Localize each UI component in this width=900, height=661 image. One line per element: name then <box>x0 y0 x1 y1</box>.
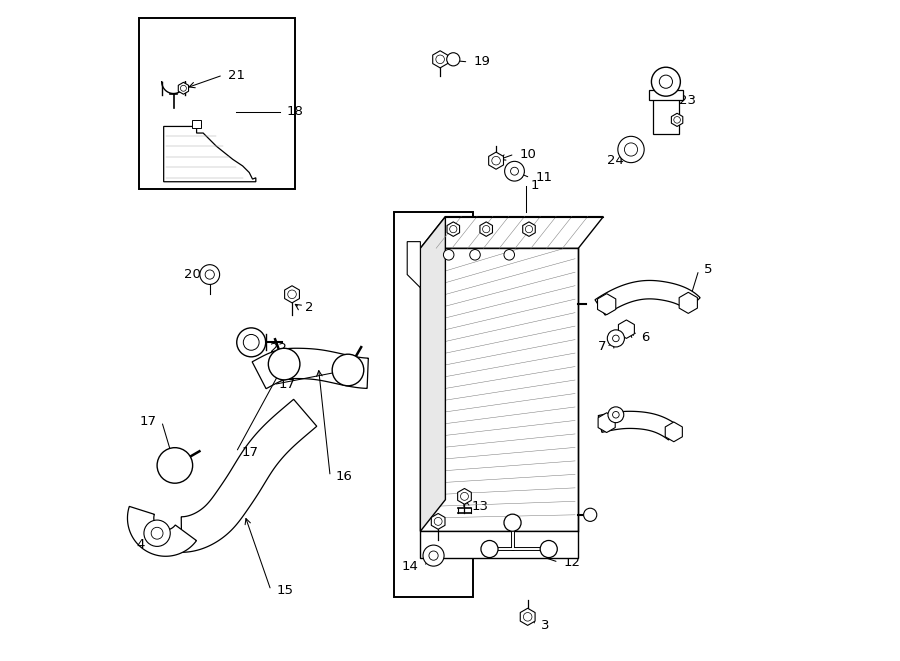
Circle shape <box>436 55 445 63</box>
Text: 21: 21 <box>229 69 245 81</box>
Circle shape <box>243 334 259 350</box>
Circle shape <box>524 613 532 621</box>
Text: 16: 16 <box>336 470 352 483</box>
Polygon shape <box>420 217 603 249</box>
Circle shape <box>613 335 619 342</box>
Polygon shape <box>433 51 447 68</box>
Circle shape <box>181 85 186 91</box>
Circle shape <box>491 157 500 165</box>
Text: 12: 12 <box>564 556 580 568</box>
Circle shape <box>625 143 637 156</box>
Circle shape <box>583 508 597 522</box>
Polygon shape <box>595 280 700 315</box>
Bar <box>192 120 202 128</box>
Polygon shape <box>523 222 536 237</box>
Polygon shape <box>598 412 616 432</box>
Circle shape <box>332 354 364 386</box>
Circle shape <box>652 67 680 96</box>
Text: 13: 13 <box>472 500 489 514</box>
Polygon shape <box>480 222 492 237</box>
Circle shape <box>158 447 193 483</box>
Circle shape <box>268 348 300 380</box>
Circle shape <box>660 75 672 89</box>
Circle shape <box>429 551 438 561</box>
Polygon shape <box>598 411 679 440</box>
Circle shape <box>526 225 533 233</box>
Polygon shape <box>407 242 420 288</box>
Text: 17: 17 <box>241 446 258 459</box>
Text: 17: 17 <box>140 415 157 428</box>
Circle shape <box>482 225 490 233</box>
Text: 9: 9 <box>623 418 632 430</box>
Polygon shape <box>178 83 189 95</box>
Polygon shape <box>520 608 536 625</box>
Polygon shape <box>431 514 445 529</box>
Circle shape <box>461 492 468 500</box>
Text: 1: 1 <box>530 179 539 192</box>
Polygon shape <box>447 222 460 237</box>
Polygon shape <box>252 348 368 389</box>
Text: 19: 19 <box>473 56 491 69</box>
Bar <box>394 212 473 597</box>
Text: 7: 7 <box>598 340 606 354</box>
Polygon shape <box>618 320 634 338</box>
Text: 20: 20 <box>184 268 202 281</box>
Polygon shape <box>457 488 472 504</box>
Polygon shape <box>598 293 616 315</box>
Circle shape <box>505 161 525 181</box>
Bar <box>649 91 683 100</box>
Bar <box>652 98 680 134</box>
Text: 15: 15 <box>276 584 293 597</box>
Circle shape <box>608 407 624 422</box>
Circle shape <box>200 264 220 284</box>
Text: 2: 2 <box>305 301 314 314</box>
Circle shape <box>288 290 296 299</box>
Polygon shape <box>420 217 446 531</box>
Circle shape <box>144 520 170 547</box>
Circle shape <box>450 225 457 233</box>
Circle shape <box>434 518 442 525</box>
Circle shape <box>205 270 214 279</box>
Polygon shape <box>128 506 196 557</box>
Circle shape <box>608 330 625 347</box>
Circle shape <box>151 527 163 539</box>
Polygon shape <box>489 152 503 169</box>
Circle shape <box>237 328 266 357</box>
Circle shape <box>504 514 521 531</box>
Text: 8: 8 <box>662 420 671 432</box>
Text: 5: 5 <box>704 264 713 276</box>
Circle shape <box>674 116 680 123</box>
Circle shape <box>423 545 444 566</box>
Circle shape <box>470 250 481 260</box>
Bar <box>420 249 579 531</box>
Polygon shape <box>671 113 683 126</box>
Text: 3: 3 <box>541 619 549 632</box>
Circle shape <box>613 411 619 418</box>
Bar <box>140 18 295 189</box>
Circle shape <box>617 136 644 163</box>
Text: 4: 4 <box>136 538 145 551</box>
Text: 6: 6 <box>641 330 649 344</box>
Text: 14: 14 <box>401 560 419 572</box>
Polygon shape <box>665 422 682 442</box>
Text: 11: 11 <box>536 171 553 184</box>
Text: 18: 18 <box>287 106 303 118</box>
Polygon shape <box>420 531 579 558</box>
Circle shape <box>504 250 515 260</box>
Text: 10: 10 <box>520 147 536 161</box>
Text: 24: 24 <box>607 154 624 167</box>
Polygon shape <box>164 126 256 182</box>
Text: 17: 17 <box>279 378 296 391</box>
Circle shape <box>481 541 498 558</box>
Text: 22: 22 <box>270 342 286 356</box>
Polygon shape <box>680 292 698 313</box>
Circle shape <box>510 167 518 175</box>
Circle shape <box>540 541 557 558</box>
Polygon shape <box>181 399 317 553</box>
Circle shape <box>446 53 460 66</box>
Circle shape <box>444 250 454 260</box>
Text: 23: 23 <box>680 94 696 106</box>
Polygon shape <box>284 286 300 303</box>
